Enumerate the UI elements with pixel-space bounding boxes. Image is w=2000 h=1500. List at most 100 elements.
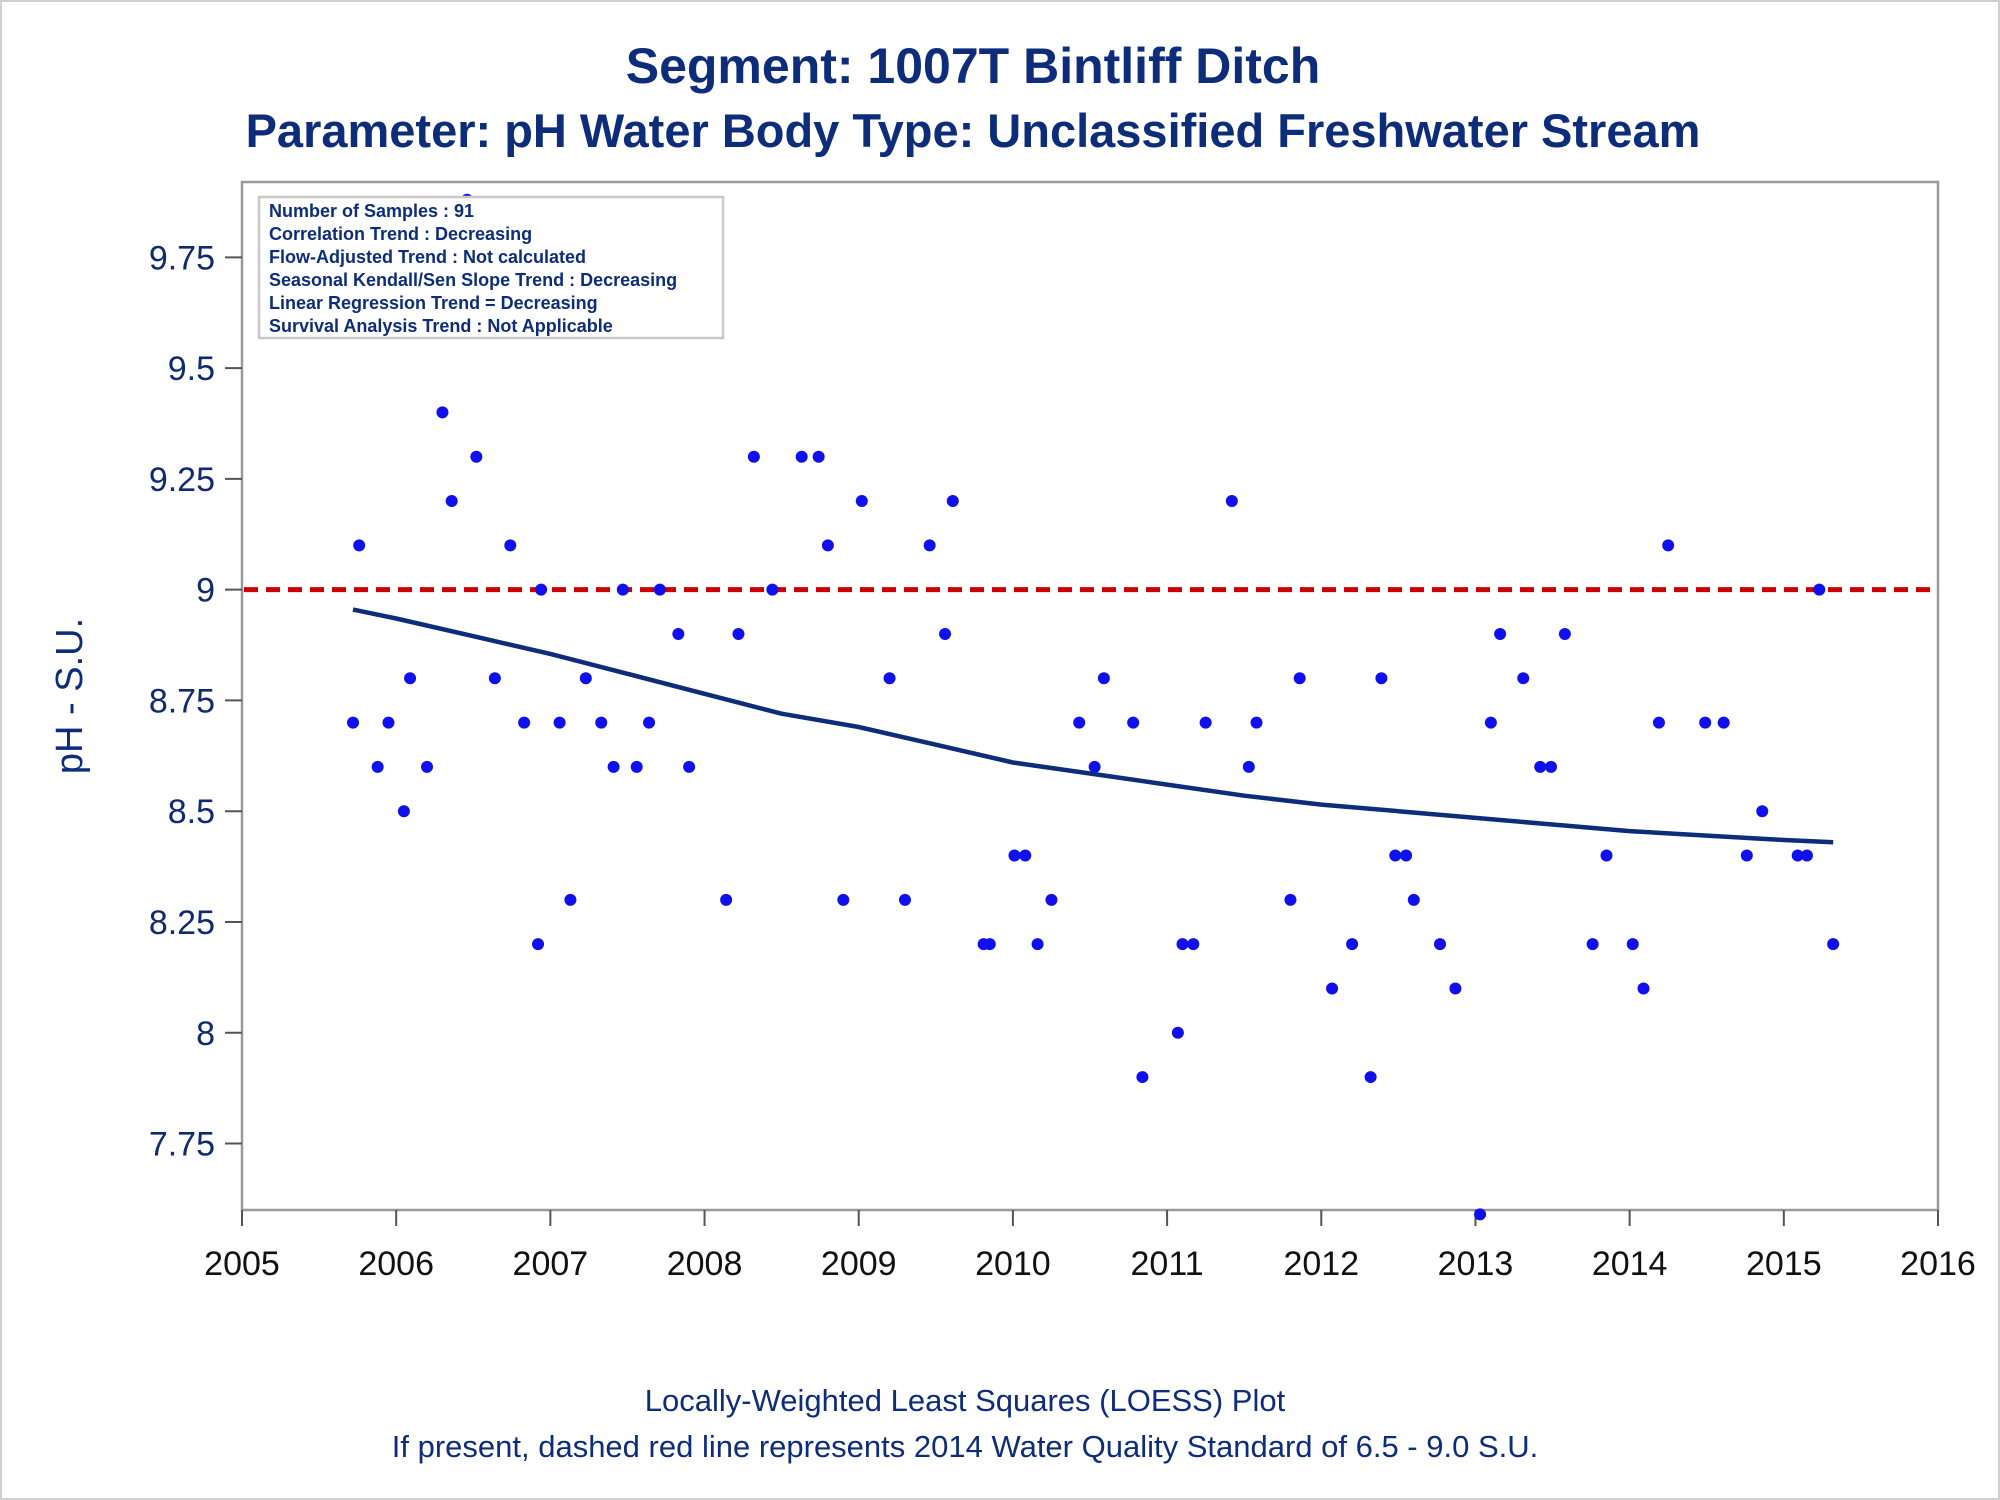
stats-box bbox=[257, 195, 725, 340]
data-point bbox=[1400, 849, 1413, 862]
data-point bbox=[421, 760, 434, 773]
y-tick-label: 8.5 bbox=[168, 793, 215, 831]
data-point bbox=[1346, 938, 1359, 951]
data-point bbox=[983, 938, 996, 951]
data-point bbox=[1019, 849, 1032, 862]
data-point bbox=[939, 627, 952, 640]
x-tick-label: 2013 bbox=[1438, 1245, 1514, 1283]
data-point bbox=[837, 893, 850, 906]
data-point bbox=[1407, 893, 1420, 906]
data-point bbox=[1558, 627, 1571, 640]
data-point bbox=[1389, 849, 1402, 862]
data-point bbox=[1199, 716, 1212, 729]
sample-points bbox=[347, 193, 1840, 1221]
stats-line: Flow-Adjusted Trend : Not calculated bbox=[269, 247, 586, 267]
y-tick-label: 8 bbox=[196, 1015, 215, 1053]
data-point bbox=[371, 760, 384, 773]
data-point bbox=[812, 450, 825, 463]
data-point bbox=[1433, 938, 1446, 951]
y-tick-label: 8.75 bbox=[149, 682, 215, 720]
data-point bbox=[347, 716, 360, 729]
data-point bbox=[1474, 1208, 1487, 1221]
data-point bbox=[923, 539, 936, 552]
data-point bbox=[766, 583, 779, 596]
data-point bbox=[532, 938, 545, 951]
data-point bbox=[1293, 672, 1306, 685]
data-point bbox=[795, 450, 808, 463]
chart-title: Segment: 1007T Bintliff Ditch bbox=[626, 38, 1321, 94]
data-point bbox=[1545, 760, 1558, 773]
data-point bbox=[672, 627, 685, 640]
data-point bbox=[1326, 982, 1339, 995]
data-point bbox=[732, 627, 745, 640]
data-point bbox=[1375, 672, 1388, 685]
stats-line: Number of Samples : 91 bbox=[269, 201, 474, 221]
data-point bbox=[1045, 893, 1058, 906]
data-point bbox=[1364, 1071, 1377, 1084]
y-axis-label: pH - S.U. bbox=[49, 618, 91, 774]
data-point bbox=[1008, 849, 1021, 862]
data-point bbox=[353, 539, 366, 552]
data-point bbox=[1250, 716, 1263, 729]
data-point bbox=[504, 539, 517, 552]
data-point bbox=[1073, 716, 1086, 729]
data-point bbox=[564, 893, 577, 906]
chart-subtitle: Parameter: pH Water Body Type: Unclassif… bbox=[246, 104, 1701, 157]
x-tick-label: 2005 bbox=[204, 1245, 280, 1283]
plot-area bbox=[240, 180, 1940, 1212]
data-point bbox=[1637, 982, 1650, 995]
data-point bbox=[404, 672, 417, 685]
data-point bbox=[720, 893, 733, 906]
x-tick-label: 2009 bbox=[821, 1245, 897, 1283]
data-point bbox=[518, 716, 531, 729]
data-point bbox=[683, 760, 696, 773]
data-point bbox=[1284, 893, 1297, 906]
data-point bbox=[1484, 716, 1497, 729]
data-point bbox=[616, 583, 629, 596]
data-point bbox=[1600, 849, 1613, 862]
data-point bbox=[1242, 760, 1255, 773]
data-point bbox=[855, 495, 868, 508]
data-point bbox=[1517, 672, 1530, 685]
data-point bbox=[643, 716, 656, 729]
data-point bbox=[553, 716, 566, 729]
data-point bbox=[747, 450, 760, 463]
stats-line: Correlation Trend : Decreasing bbox=[269, 224, 532, 244]
y-tick-label: 9.25 bbox=[149, 461, 215, 499]
data-point bbox=[1534, 760, 1547, 773]
x-axis: 2005 2006 2007 2008 2009 2010 2011 2012 2013 2014… bbox=[204, 1210, 1976, 1283]
data-point bbox=[653, 583, 666, 596]
data-point bbox=[1127, 716, 1140, 729]
data-point bbox=[883, 672, 896, 685]
data-point bbox=[445, 495, 458, 508]
data-point bbox=[1494, 627, 1507, 640]
data-point bbox=[1136, 1071, 1149, 1084]
data-point bbox=[1756, 805, 1769, 818]
data-point bbox=[1176, 938, 1189, 951]
data-point bbox=[1740, 849, 1753, 862]
data-point bbox=[1449, 982, 1462, 995]
x-tick-label: 2010 bbox=[975, 1245, 1051, 1283]
x-tick-label: 2006 bbox=[358, 1245, 434, 1283]
data-point bbox=[630, 760, 643, 773]
data-point bbox=[946, 495, 959, 508]
data-point bbox=[1827, 938, 1840, 951]
data-point bbox=[470, 450, 483, 463]
data-point bbox=[382, 716, 395, 729]
data-point bbox=[579, 672, 592, 685]
data-point bbox=[1813, 583, 1826, 596]
data-point bbox=[1031, 938, 1044, 951]
data-point bbox=[898, 893, 911, 906]
data-point bbox=[607, 760, 620, 773]
y-tick-label: 7.75 bbox=[149, 1126, 215, 1164]
data-point bbox=[595, 716, 608, 729]
data-point bbox=[535, 583, 548, 596]
stats-line: Survival Analysis Trend : Not Applicable bbox=[269, 316, 613, 336]
y-axis: 7.75 8 8.25 8.5 8.75 9 9.25 9.5 9.75 bbox=[149, 239, 242, 1164]
data-point bbox=[1225, 495, 1238, 508]
data-point bbox=[1097, 672, 1110, 685]
data-point bbox=[1699, 716, 1712, 729]
data-point bbox=[1171, 1026, 1184, 1039]
stats-line: Seasonal Kendall/Sen Slope Trend : Decre… bbox=[269, 270, 677, 290]
